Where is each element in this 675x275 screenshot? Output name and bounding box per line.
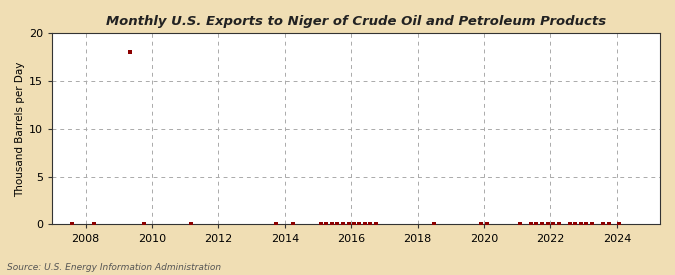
Point	[481, 222, 492, 226]
Point	[587, 222, 597, 226]
Point	[554, 222, 564, 226]
Point	[537, 222, 547, 226]
Title: Monthly U.S. Exports to Niger of Crude Oil and Petroleum Products: Monthly U.S. Exports to Niger of Crude O…	[106, 15, 606, 28]
Y-axis label: Thousand Barrels per Day: Thousand Barrels per Day	[15, 61, 25, 197]
Point	[542, 222, 553, 226]
Point	[288, 222, 298, 226]
Point	[371, 222, 381, 226]
Point	[124, 50, 135, 55]
Point	[360, 222, 371, 226]
Point	[88, 222, 99, 226]
Point	[348, 222, 359, 226]
Point	[354, 222, 365, 226]
Point	[570, 222, 580, 226]
Point	[476, 222, 487, 226]
Point	[564, 222, 575, 226]
Point	[547, 222, 558, 226]
Point	[321, 222, 331, 226]
Point	[581, 222, 592, 226]
Point	[343, 222, 354, 226]
Point	[66, 222, 77, 226]
Point	[531, 222, 542, 226]
Point	[338, 222, 348, 226]
Point	[614, 222, 625, 226]
Point	[332, 222, 343, 226]
Point	[186, 222, 196, 226]
Point	[271, 222, 282, 226]
Point	[315, 222, 326, 226]
Point	[526, 222, 537, 226]
Point	[327, 222, 338, 226]
Point	[365, 222, 376, 226]
Text: Source: U.S. Energy Information Administration: Source: U.S. Energy Information Administ…	[7, 263, 221, 272]
Point	[576, 222, 587, 226]
Point	[138, 222, 149, 226]
Point	[597, 222, 608, 226]
Point	[603, 222, 614, 226]
Point	[429, 222, 439, 226]
Point	[514, 222, 525, 226]
